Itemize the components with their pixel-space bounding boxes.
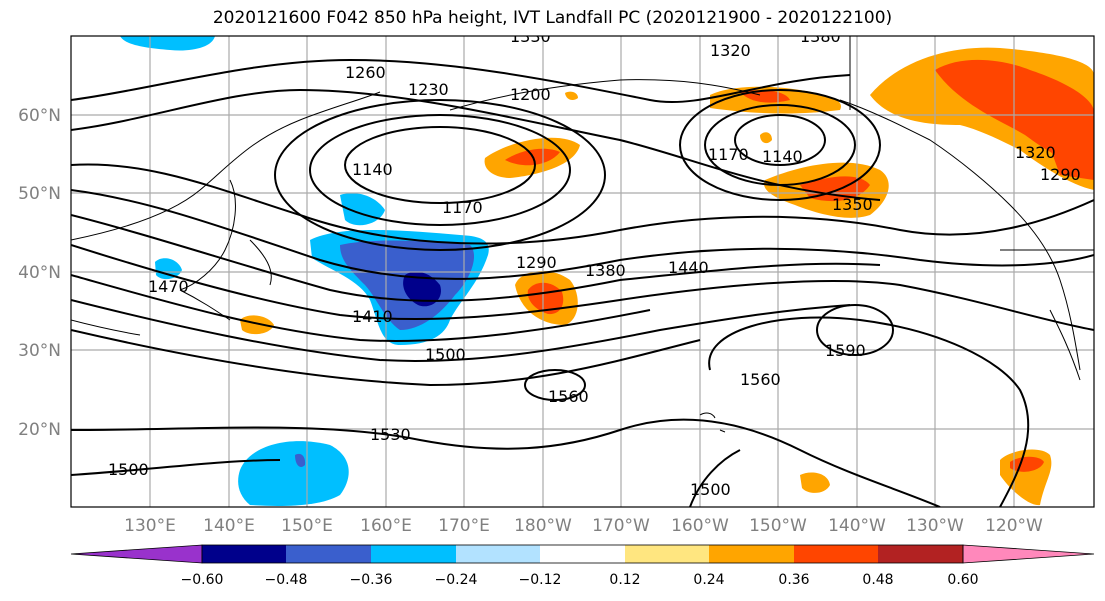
colorbar-swatch bbox=[202, 545, 286, 563]
lon-label: 170°E bbox=[438, 516, 490, 536]
coastlines bbox=[71, 36, 1094, 433]
colorbar-tick: 0.24 bbox=[693, 572, 724, 588]
lon-label: 170°W bbox=[592, 516, 650, 536]
contour-label: 1170 bbox=[708, 145, 749, 164]
contour-label: 1500 bbox=[108, 460, 149, 479]
lat-label: 50°N bbox=[18, 184, 61, 204]
contour-label: 1500 bbox=[690, 480, 731, 499]
lat-label: 40°N bbox=[18, 263, 61, 283]
lon-label: 130°E bbox=[124, 516, 176, 536]
latitude-labels: 60°N 50°N 40°N 30°N 20°N bbox=[18, 106, 61, 440]
lon-label: 150°W bbox=[749, 516, 807, 536]
lon-label: 150°E bbox=[281, 516, 333, 536]
contour-label: 1590 bbox=[825, 341, 866, 360]
contour-label: 1330 bbox=[510, 27, 551, 46]
contour-label: 1560 bbox=[740, 370, 781, 389]
colorbar-frame bbox=[201, 544, 964, 564]
lon-label: 140°E bbox=[203, 516, 255, 536]
colorbar-tick: −0.36 bbox=[350, 572, 393, 588]
colorbar-swatch bbox=[794, 545, 878, 563]
lon-label: 120°W bbox=[985, 516, 1043, 536]
contour-label: 1530 bbox=[370, 425, 411, 444]
contour-label: 1320 bbox=[1015, 143, 1056, 162]
contour-label: 1140 bbox=[762, 147, 803, 166]
colorbar-swatch bbox=[540, 545, 625, 563]
contour-label: 1380 bbox=[585, 261, 626, 280]
contour-label: 1410 bbox=[352, 307, 393, 326]
colorbar-tick: −0.60 bbox=[181, 572, 224, 588]
contour-label: 1260 bbox=[345, 63, 386, 82]
lon-label: 180°W bbox=[514, 516, 572, 536]
colorbar-swatch bbox=[456, 545, 540, 563]
colorbar-swatch bbox=[878, 545, 963, 563]
longitude-labels: 130°E 140°E 150°E 160°E 170°E 180°W 170°… bbox=[124, 516, 1043, 536]
contour-label: 1140 bbox=[352, 160, 393, 179]
lat-label: 60°N bbox=[18, 106, 61, 126]
colorbar-tick: 0.48 bbox=[862, 572, 893, 588]
colorbar-swatch bbox=[286, 545, 371, 563]
contour-label: 1470 bbox=[148, 277, 189, 296]
map-title: 2020121600 F042 850 hPa height, IVT Land… bbox=[212, 8, 893, 28]
colorbar-tick: 0.12 bbox=[609, 572, 640, 588]
contour-label: 1380 bbox=[800, 27, 841, 46]
contour-label: 1200 bbox=[510, 85, 551, 104]
lon-label: 130°W bbox=[906, 516, 964, 536]
colorbar-extend-min bbox=[70, 544, 203, 564]
contour-label: 1560 bbox=[548, 387, 589, 406]
contour-labels: 1330 1320 1380 1260 1230 1200 1140 1170 … bbox=[108, 27, 1081, 499]
gridlines bbox=[71, 36, 1094, 507]
colorbar bbox=[70, 544, 1095, 564]
contour-label: 1440 bbox=[668, 258, 709, 277]
contour-label: 1170 bbox=[442, 198, 483, 217]
lat-label: 20°N bbox=[18, 420, 61, 440]
colorbar-swatch bbox=[625, 545, 709, 563]
colorbar-tick: −0.48 bbox=[265, 572, 308, 588]
colorbar-tick: −0.24 bbox=[435, 572, 478, 588]
colorbar-swatch bbox=[709, 545, 794, 563]
map-border bbox=[70, 35, 1095, 508]
contour-label: 1350 bbox=[832, 195, 873, 214]
contour-label: 1290 bbox=[1040, 165, 1081, 184]
contour-label: 1320 bbox=[710, 41, 751, 60]
contour-label: 1290 bbox=[516, 253, 557, 272]
colorbar-tick: −0.12 bbox=[519, 572, 562, 588]
lon-label: 140°W bbox=[828, 516, 886, 536]
colorbar-extend-max bbox=[962, 544, 1095, 564]
contour-label: 1500 bbox=[425, 345, 466, 364]
lat-label: 30°N bbox=[18, 341, 61, 361]
height-contours bbox=[71, 58, 1094, 507]
colorbar-tick-labels: −0.60 −0.48 −0.36 −0.24 −0.12 0.12 0.24 … bbox=[181, 572, 979, 588]
contour-label: 1230 bbox=[408, 80, 449, 99]
colorbar-swatch bbox=[371, 545, 456, 563]
lon-label: 160°W bbox=[671, 516, 729, 536]
colorbar-tick: 0.36 bbox=[778, 572, 809, 588]
colorbar-tick: 0.60 bbox=[947, 572, 978, 588]
lon-label: 160°E bbox=[360, 516, 412, 536]
